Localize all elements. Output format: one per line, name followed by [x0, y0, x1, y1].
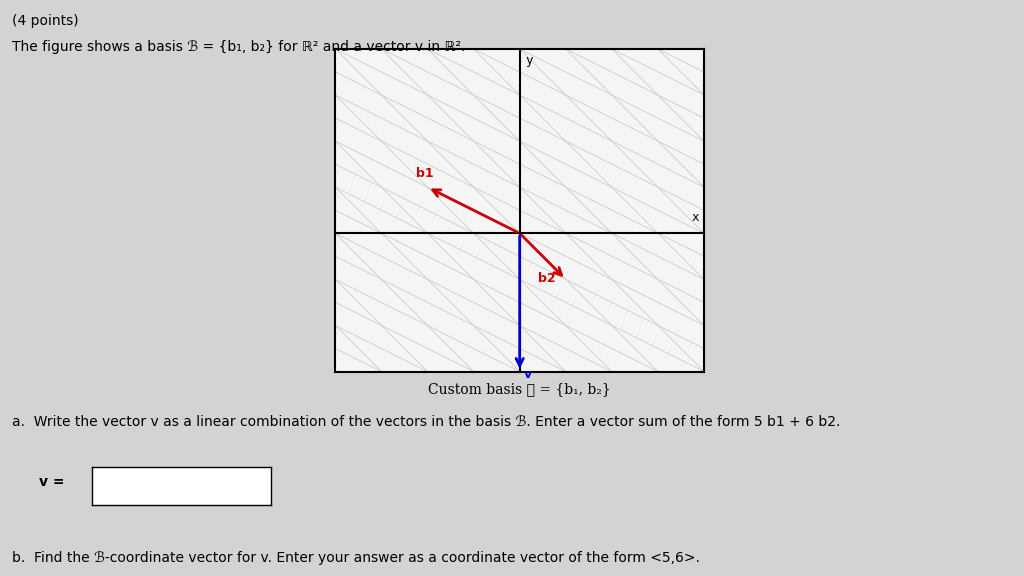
- Text: v: v: [524, 369, 532, 381]
- Text: b2: b2: [539, 272, 556, 285]
- Text: v =: v =: [39, 475, 65, 488]
- Text: The figure shows a basis ℬ = {b₁, b₂} for ℝ² and a vector v in ℝ².: The figure shows a basis ℬ = {b₁, b₂} fo…: [12, 40, 466, 54]
- Text: y: y: [525, 54, 532, 67]
- Text: Custom basis ℬ = {b₁, b₂}: Custom basis ℬ = {b₁, b₂}: [428, 382, 611, 396]
- Text: b1: b1: [416, 167, 433, 180]
- Text: a.  Write the vector v as a linear combination of the vectors in the basis ℬ. En: a. Write the vector v as a linear combin…: [12, 415, 841, 429]
- Text: b.  Find the ℬ-coordinate vector for v. Enter your answer as a coordinate vector: b. Find the ℬ-coordinate vector for v. E…: [12, 551, 700, 564]
- Text: (4 points): (4 points): [12, 14, 79, 28]
- Text: x: x: [692, 211, 699, 224]
